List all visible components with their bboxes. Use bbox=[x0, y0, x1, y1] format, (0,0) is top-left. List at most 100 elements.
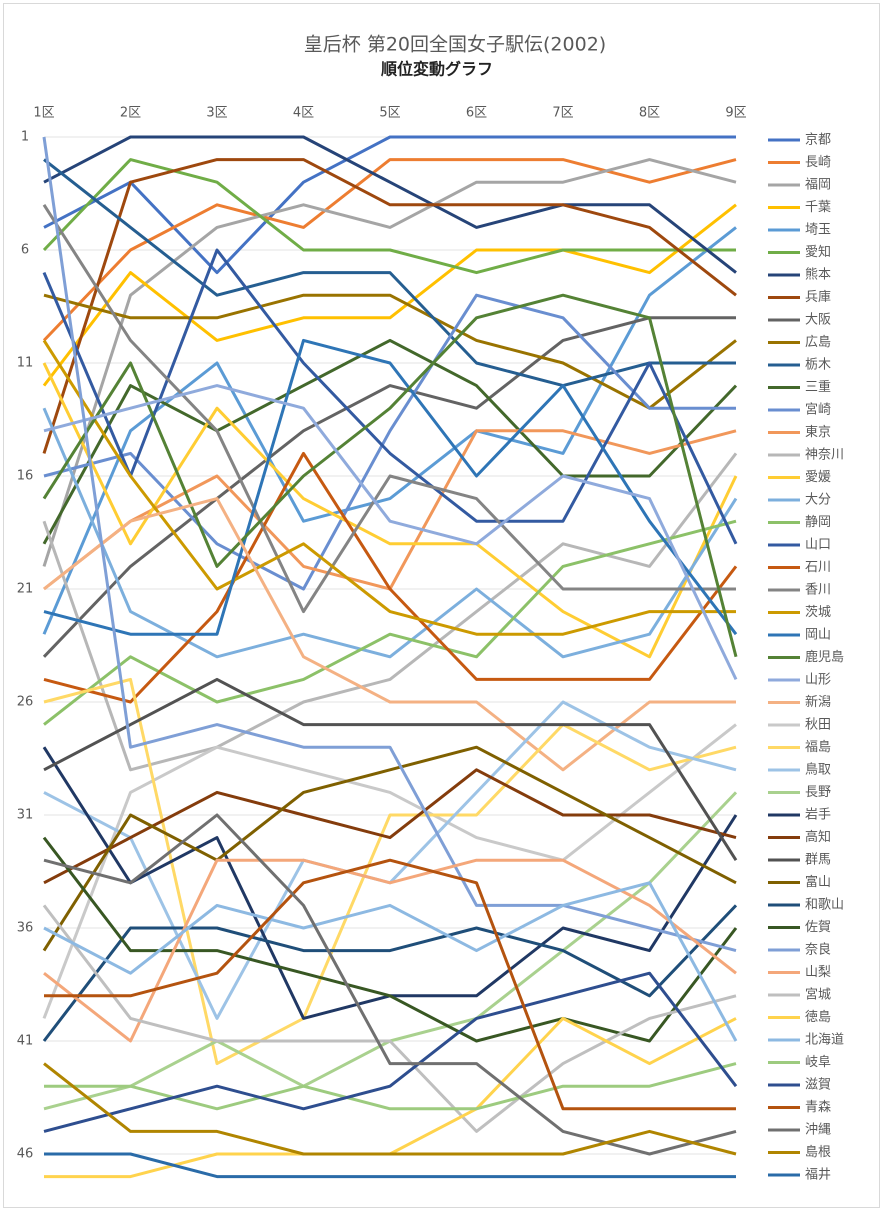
legend-label: 宮崎 bbox=[805, 402, 831, 418]
legend-label: 青森 bbox=[805, 1100, 831, 1115]
legend-label: 山口 bbox=[805, 538, 831, 553]
series-line bbox=[43, 677, 738, 862]
legend-label: 東京 bbox=[805, 424, 831, 440]
legend-label: 山梨 bbox=[805, 965, 831, 980]
series-line bbox=[43, 768, 737, 885]
x-tick-label: 8区 bbox=[639, 106, 660, 121]
series-line bbox=[42, 136, 737, 953]
legend-label: 石川 bbox=[805, 560, 831, 575]
legend-label: 佐賀 bbox=[805, 920, 831, 935]
legend-label: 徳島 bbox=[805, 1010, 831, 1025]
series-line bbox=[43, 293, 737, 410]
y-tick-label: 31 bbox=[17, 808, 34, 823]
series-line bbox=[43, 451, 738, 704]
legend-label: 富山 bbox=[805, 874, 831, 890]
series-line bbox=[44, 1152, 736, 1179]
y-tick-label: 26 bbox=[17, 695, 34, 710]
y-tick-label: 41 bbox=[17, 1034, 34, 1049]
legend-label: 福島 bbox=[805, 740, 831, 755]
legend-label: 岐阜 bbox=[805, 1054, 831, 1070]
series-line bbox=[43, 135, 736, 275]
legend-label: 宮城 bbox=[805, 987, 831, 1003]
y-tick-label: 46 bbox=[17, 1147, 34, 1162]
legend-label: 島根 bbox=[805, 1145, 831, 1160]
series-line bbox=[43, 813, 737, 1156]
legend: 京都長崎福岡千葉埼玉愛知熊本兵庫大阪広島栃木三重宮崎東京神奈川愛媛大分静岡山口石… bbox=[768, 133, 844, 1183]
x-tick-label: 2区 bbox=[120, 106, 141, 121]
y-tick-label: 36 bbox=[17, 921, 34, 936]
series-line bbox=[42, 158, 736, 275]
x-tick-label: 7区 bbox=[552, 106, 573, 121]
y-tick-label: 11 bbox=[17, 356, 34, 371]
x-tick-label: 9区 bbox=[725, 106, 746, 121]
y-tick-label: 21 bbox=[17, 582, 34, 597]
legend-label: 長崎 bbox=[805, 155, 831, 170]
x-tick-label: 5区 bbox=[379, 106, 400, 121]
series-line bbox=[42, 158, 737, 567]
legend-label: 福岡 bbox=[805, 178, 831, 193]
legend-label: 福井 bbox=[805, 1168, 831, 1183]
legend-label: 山形 bbox=[805, 673, 831, 688]
series-line bbox=[42, 407, 738, 659]
legend-label: 千葉 bbox=[805, 200, 831, 215]
legend-label: 香川 bbox=[805, 583, 831, 598]
legend-label: 滋賀 bbox=[805, 1078, 831, 1093]
x-tick-label: 6区 bbox=[466, 106, 487, 121]
legend-label: 栃木 bbox=[805, 358, 831, 373]
series-line bbox=[44, 858, 736, 1111]
legend-label: 茨城 bbox=[805, 605, 831, 620]
legend-label: 長野 bbox=[805, 785, 831, 800]
series-line bbox=[42, 226, 737, 635]
legend-label: 広島 bbox=[805, 335, 831, 350]
legend-label: 鳥取 bbox=[805, 763, 831, 778]
legend-label: 愛知 bbox=[805, 244, 831, 260]
legend-label: 沖縄 bbox=[805, 1123, 831, 1138]
legend-label: 岩手 bbox=[805, 808, 831, 823]
series-line bbox=[42, 158, 737, 342]
series-line bbox=[42, 316, 736, 658]
legend-label: 群馬 bbox=[805, 853, 831, 868]
legend-label: 新潟 bbox=[805, 694, 831, 710]
series-line bbox=[43, 1062, 737, 1156]
series-line bbox=[43, 971, 738, 1133]
series-line bbox=[43, 338, 738, 636]
chart-title: 皇后杯 第20回全国女子駅伝(2002) bbox=[304, 34, 606, 56]
legend-label: 奈良 bbox=[805, 942, 831, 958]
series-line bbox=[43, 677, 737, 1066]
series-line bbox=[43, 293, 736, 591]
series-line bbox=[43, 135, 737, 274]
x-tick-label: 4区 bbox=[293, 106, 314, 121]
legend-label: 愛媛 bbox=[805, 470, 831, 485]
legend-label: 岡山 bbox=[805, 628, 831, 643]
series-line bbox=[43, 158, 736, 388]
series-line bbox=[42, 203, 737, 387]
series-line bbox=[43, 881, 738, 1042]
x-tick-label: 3区 bbox=[206, 106, 227, 121]
legend-label: 大阪 bbox=[805, 313, 831, 328]
series-line bbox=[42, 158, 737, 454]
series-line bbox=[42, 293, 738, 658]
chart-subtitle: 順位変動グラフ bbox=[380, 60, 493, 79]
legend-label: 三重 bbox=[805, 379, 831, 395]
legend-label: 北海道 bbox=[805, 1033, 844, 1048]
series-line bbox=[44, 1062, 737, 1111]
series-line bbox=[43, 384, 738, 681]
x-tick-label: 1区 bbox=[33, 106, 54, 121]
legend-label: 鹿児島 bbox=[805, 649, 844, 665]
legend-label: 埼玉 bbox=[805, 223, 831, 238]
y-tick-label: 16 bbox=[17, 469, 34, 484]
legend-label: 大分 bbox=[805, 493, 831, 508]
legend-label: 秋田 bbox=[805, 718, 831, 733]
y-tick-label: 1 bbox=[21, 130, 29, 145]
legend-label: 静岡 bbox=[805, 515, 831, 530]
legend-label: 神奈川 bbox=[805, 448, 844, 463]
legend-label: 熊本 bbox=[805, 267, 831, 283]
lines bbox=[42, 135, 738, 1179]
y-tick-label: 6 bbox=[21, 243, 29, 258]
series-line bbox=[42, 904, 737, 1133]
series-line bbox=[42, 452, 738, 772]
legend-label: 京都 bbox=[805, 133, 831, 148]
series-line bbox=[42, 203, 736, 614]
legend-label: 和歌山 bbox=[805, 898, 844, 913]
